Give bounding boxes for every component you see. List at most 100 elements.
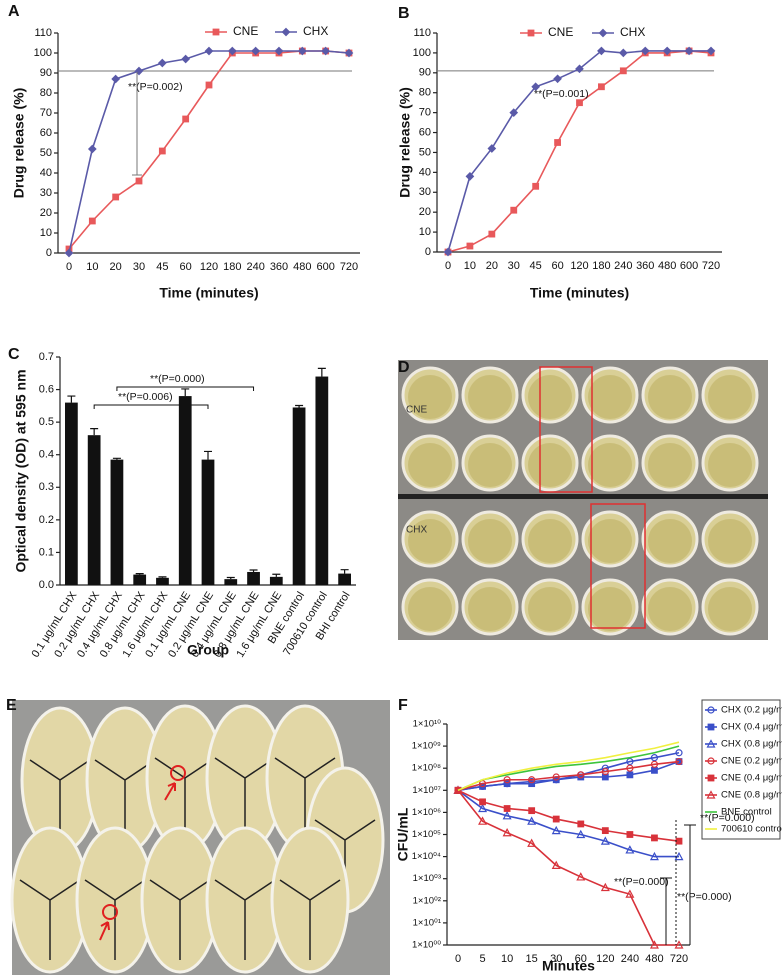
marker	[321, 46, 331, 56]
bracket	[116, 386, 255, 391]
legend-label: CHX (0.4 μg/mL)	[721, 722, 782, 733]
marker	[344, 48, 354, 58]
well-liquid	[648, 443, 692, 487]
marker	[626, 771, 634, 779]
bar	[315, 376, 329, 585]
well-liquid	[408, 443, 452, 487]
marker	[649, 940, 659, 949]
marker	[553, 74, 562, 84]
y-tick-label: 70	[40, 107, 52, 119]
y-tick-label: 1×10⁰³	[413, 873, 441, 884]
y-tick-label: 1×10⁰⁵	[412, 829, 441, 840]
x-tick-label: 720	[340, 261, 358, 273]
y-tick-label: 20	[419, 206, 431, 218]
marker	[466, 242, 474, 250]
y-tick-label: 90	[40, 67, 52, 79]
x-tick-label: 15	[526, 953, 538, 965]
marker	[135, 177, 143, 185]
photo-label: CHX	[406, 525, 427, 536]
marker	[576, 829, 586, 839]
marker	[577, 771, 585, 779]
marker	[528, 776, 536, 784]
y-axis-title: Drug release (%)	[397, 87, 413, 197]
bracket	[132, 72, 142, 176]
marker	[443, 247, 453, 257]
marker	[181, 54, 191, 64]
annotation: **(P=0.006)	[118, 391, 173, 403]
marker	[64, 248, 74, 258]
series-line	[68, 50, 350, 250]
marker	[527, 838, 537, 847]
legend-label: CNE	[548, 25, 573, 39]
marker	[552, 773, 560, 781]
marker	[576, 872, 586, 881]
marker	[640, 46, 650, 56]
marker	[552, 815, 560, 823]
marker	[527, 816, 537, 825]
marker	[707, 706, 715, 714]
legend-label: BNE control	[721, 807, 772, 818]
annotation: **(P=0.000)	[150, 373, 205, 385]
x-tick-label: 45	[156, 261, 168, 273]
marker	[503, 780, 511, 788]
marker	[212, 28, 220, 36]
x-tick-label: 600	[316, 261, 334, 273]
y-tick-label: 0.4	[39, 449, 54, 461]
well-liquid	[648, 375, 692, 419]
marker	[528, 807, 536, 815]
marker	[650, 760, 659, 768]
y-tick-label: 10	[419, 226, 431, 238]
well-liquid	[648, 587, 692, 631]
marker	[626, 757, 634, 766]
marker	[112, 193, 120, 201]
marker	[503, 805, 511, 812]
bar	[133, 574, 147, 585]
bar	[292, 407, 306, 585]
y-tick-label: 0	[46, 247, 52, 259]
plate-divider	[19, 879, 81, 960]
annotation: **(P=0.000)	[614, 876, 669, 888]
y-tick-label: 1×10⁰²	[413, 895, 441, 906]
well-liquid	[708, 587, 752, 631]
bar	[87, 435, 101, 585]
marker	[205, 81, 213, 89]
x-tick-label: 10	[501, 953, 513, 965]
marker	[111, 74, 121, 84]
bar	[65, 402, 78, 585]
x-tick-label: 120	[570, 260, 588, 272]
y-tick-label: 50	[40, 147, 52, 159]
arrow	[164, 782, 176, 801]
error-bar	[90, 428, 99, 436]
y-axis-title: CFU/mL	[395, 807, 411, 861]
marker	[625, 845, 635, 854]
marker	[598, 83, 605, 91]
x-tick-label: 120	[200, 261, 218, 273]
y-tick-label: 1×10⁰⁸	[412, 763, 441, 774]
marker	[649, 851, 659, 861]
marker-ring	[102, 904, 118, 920]
error-bar	[249, 569, 258, 572]
marker	[576, 99, 583, 107]
panel-letter: F	[398, 697, 408, 714]
bar	[178, 396, 192, 585]
annotation: **(P=0.002)	[128, 81, 183, 93]
well-liquid	[468, 587, 512, 631]
y-axis-title: Optical density (OD) at 595 nm	[13, 369, 29, 572]
marker	[625, 889, 635, 898]
bracket	[684, 824, 696, 945]
y-tick-label: 1×10⁰⁷	[412, 785, 441, 796]
y-tick-label: 0.5	[39, 416, 54, 428]
bar	[247, 571, 260, 585]
y-tick-label: 60	[40, 127, 52, 139]
marker-ring	[170, 765, 186, 781]
x-tick-label: 240	[614, 260, 632, 272]
well-liquid	[408, 587, 452, 631]
x-tick-label: 10	[464, 260, 476, 272]
marker	[87, 144, 97, 154]
marker	[478, 816, 488, 825]
y-tick-label: 1×10⁰⁶	[412, 807, 441, 818]
y-tick-label: 1×10⁰⁹	[412, 741, 441, 752]
bar	[201, 459, 215, 585]
y-tick-label: 0.7	[39, 351, 54, 363]
marker	[650, 754, 659, 762]
